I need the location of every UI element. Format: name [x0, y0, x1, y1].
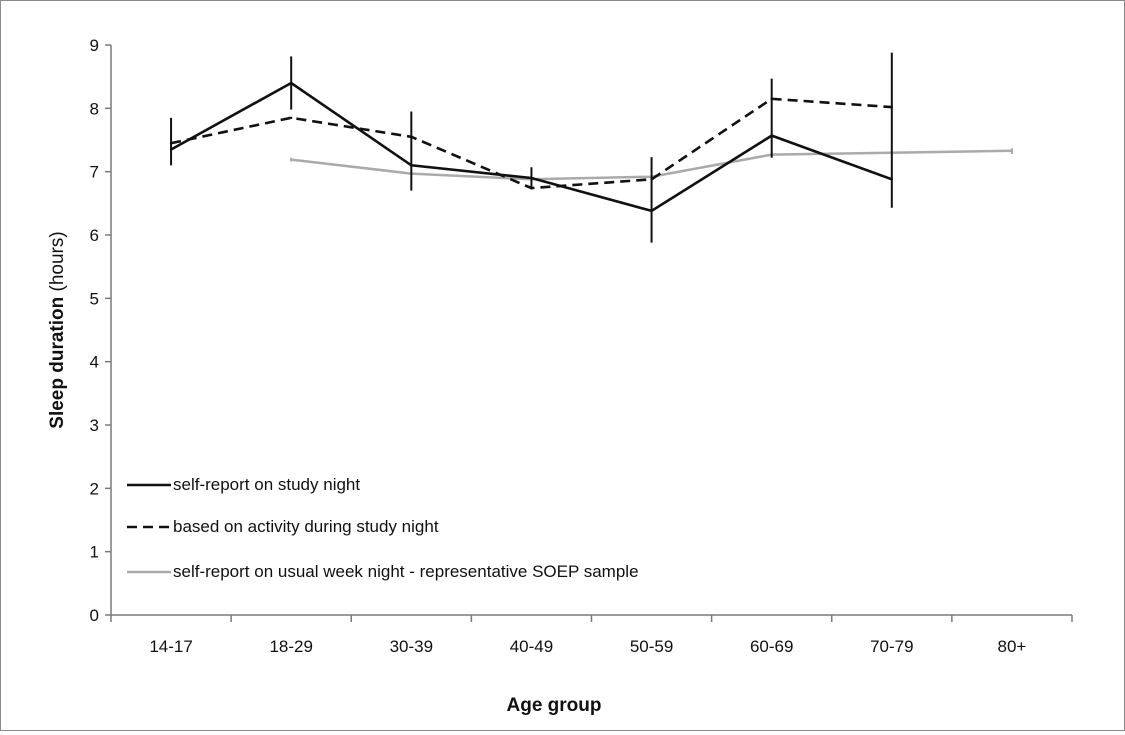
- series-layer: [169, 52, 1014, 243]
- y-tick-label: 6: [90, 226, 99, 245]
- y-tick-label: 5: [90, 289, 99, 308]
- data-point: [650, 209, 653, 213]
- y-tick-label: 9: [90, 36, 99, 55]
- data-point: [289, 158, 293, 161]
- x-axis-title: Age group: [507, 695, 602, 716]
- y-axis-title-main: Sleep duration: [47, 297, 68, 429]
- x-ticks: 14-17 18-29 30-39 40-49 50-59 60-69 70-79 80+: [110, 615, 1073, 656]
- data-point: [169, 148, 173, 151]
- y-tick-label: 8: [90, 99, 99, 118]
- x-tick-label: 18-29: [269, 637, 312, 656]
- y-tick-label: 3: [90, 416, 99, 435]
- data-point: [530, 176, 533, 180]
- x-tick-label: 40-49: [510, 637, 553, 656]
- legend: self-report on study night based on activ…: [127, 475, 639, 581]
- y-tick-label: 4: [90, 353, 99, 372]
- y-axis-title: Sleep duration (hours): [47, 231, 68, 428]
- x-tick-label: 60-69: [750, 637, 793, 656]
- y-axis-title-unit: (hours): [47, 231, 68, 291]
- data-point: [289, 116, 293, 120]
- series-line: [170, 81, 893, 213]
- data-point: [410, 164, 413, 167]
- legend-label: based on activity during study night: [173, 517, 439, 536]
- legend-label: self-report on usual week night - repres…: [173, 562, 639, 581]
- y-tick-label: 7: [90, 163, 99, 182]
- x-tick-label: 50-59: [630, 637, 673, 656]
- legend-label: self-report on study night: [173, 475, 360, 494]
- x-tick-label: 14-17: [149, 637, 192, 656]
- data-point: [770, 134, 773, 137]
- data-point: [1010, 149, 1014, 152]
- y-tick-label: 1: [90, 543, 99, 562]
- x-tick-label: 30-39: [390, 637, 433, 656]
- data-point: [890, 178, 894, 181]
- data-point: [289, 81, 293, 85]
- y-ticks: 0 1 2 3 4 5 6 7 8 9: [90, 36, 111, 625]
- y-tick-label: 0: [90, 606, 99, 625]
- x-tick-label: 70-79: [870, 637, 913, 656]
- y-tick-label: 2: [90, 479, 99, 498]
- x-tick-label: 80+: [998, 637, 1027, 656]
